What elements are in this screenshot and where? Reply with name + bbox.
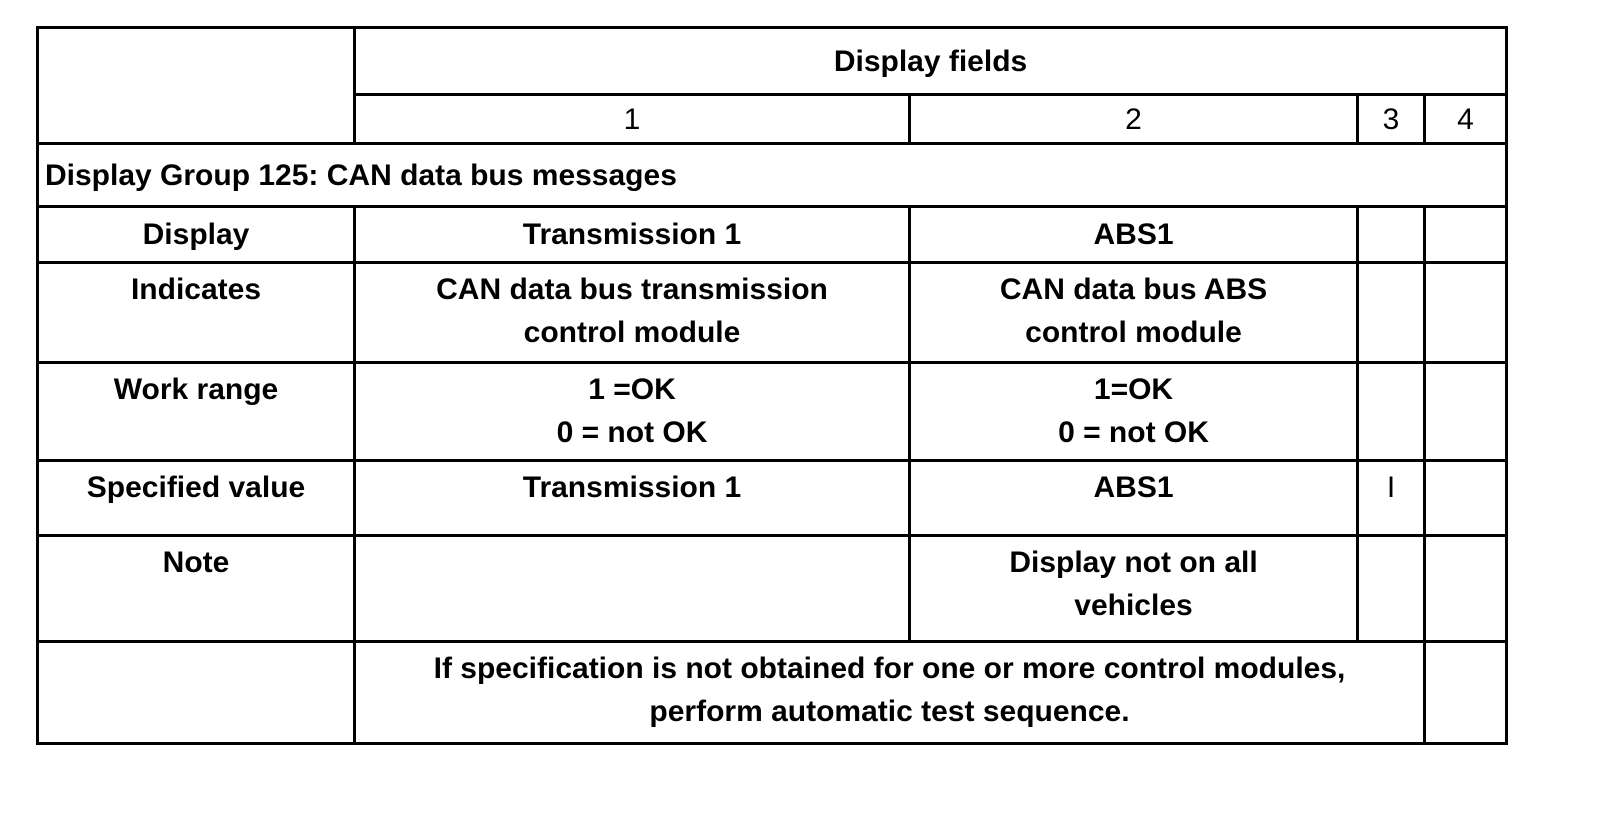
field3-value: I [1356, 459, 1426, 537]
table-row: Work range 1 =OK 0 = not OK 1=OK 0 = not… [36, 361, 1509, 462]
field1-value: Transmission 1 [353, 205, 911, 264]
field-number-3: 3 [1356, 93, 1426, 145]
field-number-2: 2 [908, 93, 1359, 145]
field4-value [1422, 261, 1509, 364]
group-title: Display Group 125: CAN data bus messages [35, 142, 1509, 208]
display-fields-header: Display fields [352, 26, 1509, 96]
field3-value [1356, 534, 1426, 643]
corner-cell [36, 26, 356, 145]
field-number-1: 1 [353, 93, 911, 145]
field2-value: Display not on all vehicles [908, 534, 1359, 643]
row-label: Specified value [36, 459, 356, 537]
field4-value [1422, 205, 1509, 264]
field3-value [1356, 361, 1426, 462]
table-row: Display Transmission 1 ABS1 [36, 205, 1509, 264]
table-row: Indicates CAN data bus transmission cont… [36, 261, 1509, 364]
field2-value: 1=OK 0 = not OK [908, 361, 1359, 462]
field1-value: CAN data bus transmission control module [353, 261, 911, 364]
footer-empty-cell [1422, 640, 1509, 745]
field4-value [1422, 459, 1509, 537]
field-number-4: 4 [1422, 93, 1509, 145]
footer-note: If specification is not obtained for one… [353, 640, 1426, 745]
display-group-table: Display fields 1 2 3 4 Display Group 125… [35, 26, 1509, 745]
table-row: Specified value Transmission 1 ABS1 I [36, 459, 1509, 537]
field3-value [1356, 205, 1426, 264]
field4-value [1422, 361, 1509, 462]
field3-value [1356, 261, 1426, 364]
table-row: Note Display not on all vehicles [36, 534, 1509, 643]
row-label: Work range [36, 361, 356, 462]
row-label: Display [36, 205, 356, 264]
field4-value [1422, 534, 1509, 643]
row-label: Indicates [36, 261, 356, 364]
field1-value: 1 =OK 0 = not OK [353, 361, 911, 462]
field2-value: ABS1 [908, 205, 1359, 264]
row-label: Note [36, 534, 356, 643]
footer-empty-cell [36, 640, 356, 745]
field2-value: ABS1 [908, 459, 1359, 537]
field1-value: Transmission 1 [353, 459, 911, 537]
field1-value [353, 534, 911, 643]
field2-value: CAN data bus ABS control module [908, 261, 1359, 364]
